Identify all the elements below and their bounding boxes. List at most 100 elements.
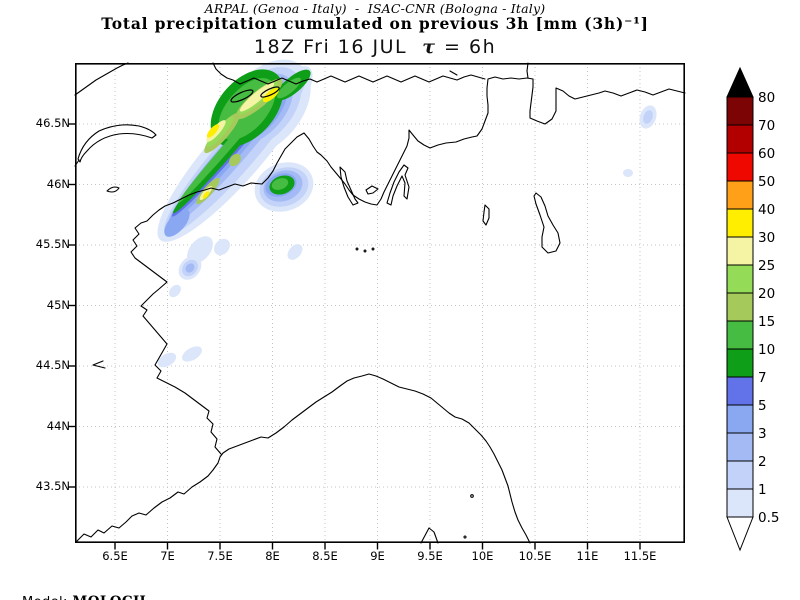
colorbar-label: 60 — [758, 146, 775, 162]
contour-ring — [260, 86, 280, 98]
valid-time: 18Z Fri 16 JUL — [253, 36, 423, 58]
lon-tick-label: 8.5E — [312, 549, 338, 563]
precip-shade-level-0 — [623, 169, 633, 177]
colorbar-label: 7 — [758, 370, 767, 386]
colorbar-segment — [726, 292, 754, 322]
coastline-liguria-tuscany — [76, 373, 531, 544]
precip-shade-level-7 — [229, 153, 241, 167]
small-squiggle-west — [92, 360, 106, 369]
colorbar-segment — [726, 152, 754, 182]
lake-como — [386, 164, 410, 206]
lat-tick-label: 45N — [46, 297, 70, 312]
colorbar-segment — [726, 348, 754, 378]
colorbar-label: 10 — [758, 342, 775, 358]
corsica-cap-corse — [420, 527, 439, 544]
lon-tick-label: 10E — [471, 549, 494, 563]
plot-title: Total precipitation cumulated on previou… — [101, 14, 649, 33]
model-label: Model: — [22, 595, 72, 600]
colorbar-segment — [726, 320, 754, 350]
precip-shade-level-0 — [214, 238, 230, 256]
credit-line: ARPAL (Genoa - Italy) - ISAC-CNR (Bologn… — [204, 1, 546, 16]
lake-garda — [533, 192, 561, 254]
colorbar-label: 2 — [758, 454, 767, 470]
colorbar-label: 70 — [758, 118, 775, 134]
lon-tick-label: 11E — [576, 549, 599, 563]
po-valley-dot — [363, 249, 367, 253]
colorbar-label: 40 — [758, 202, 775, 218]
po-valley-dot — [355, 247, 359, 251]
lat-tick-label: 44N — [46, 418, 70, 433]
tau-symbol: τ — [422, 36, 437, 58]
small-squiggle-aosta — [106, 186, 120, 193]
precip-shade-level-0 — [182, 346, 202, 362]
small-dash-alps — [449, 70, 458, 76]
colorbar-under-arrow — [726, 516, 754, 552]
lat-tick-label: 44.5N — [35, 358, 70, 372]
precip-shade-level-6 — [271, 178, 289, 190]
contour-ring — [230, 89, 254, 103]
colorbar-segment — [726, 264, 754, 294]
tau-value: = 6h — [436, 36, 497, 58]
lake-iseo — [482, 204, 490, 226]
lat-tick-label: 45.5N — [35, 237, 70, 251]
lon-tick-label: 7E — [160, 549, 175, 563]
lon-tick-label: 10.5E — [518, 549, 552, 563]
lon-tick-label: 11.5E — [623, 549, 657, 563]
geography — [74, 62, 686, 544]
colorbar-label: 80 — [758, 90, 775, 106]
precip-shade-level-3 — [164, 209, 190, 237]
model-name: MOLOCH — [72, 594, 146, 600]
colorbar: 80 70 60 50 40 30 25 20 15 10 7 5 3 2 1 0.5 — [726, 66, 779, 552]
po-valley-dot — [371, 247, 375, 251]
lat-tick-label: 46N — [46, 176, 70, 191]
lon-tick-label: 8E — [265, 549, 280, 563]
colorbar-label: 0.5 — [758, 510, 779, 526]
valid-time-line: 18Z Fri 16 JUL τ = 6h — [0, 36, 750, 58]
colorbar-over-arrow — [726, 66, 754, 98]
lon-tick-label: 9E — [370, 549, 385, 563]
precip-shade-level-10 — [206, 124, 220, 138]
colorbar-label: 25 — [758, 258, 775, 274]
precip-shade-level-2 — [185, 263, 195, 273]
lake-lugano — [365, 185, 379, 195]
colorbar-segment — [726, 96, 754, 126]
colorbar-segment — [726, 404, 754, 434]
model-line: Model: MOLOCH — [22, 595, 435, 600]
border-swiss-north — [212, 62, 486, 85]
precip-shade-level-0 — [169, 284, 181, 298]
lat-tick-label: 46.5N — [35, 116, 70, 130]
footer: Model: MOLOCH Time 0: 12Z16JUL2010Resolu… — [22, 565, 435, 600]
precip-shade-level-10 — [202, 191, 210, 199]
lat-tick-label: 43.5N — [35, 479, 70, 493]
colorbar-segment — [726, 208, 754, 238]
border-jura — [74, 62, 129, 96]
axis-ticks — [68, 123, 641, 550]
colorbar-label: 20 — [758, 286, 775, 302]
precip-shade-level-1 — [643, 110, 653, 124]
lake-maggiore — [339, 166, 359, 206]
island-dot — [463, 535, 467, 539]
colorbar-label: 15 — [758, 314, 775, 330]
precip-shade-level-6 — [277, 77, 301, 99]
border-branch-top — [526, 62, 529, 79]
precip-shade-level-0 — [287, 244, 303, 260]
map-frame — [75, 63, 686, 543]
colorbar-segment — [726, 180, 754, 210]
colorbar-segment — [726, 124, 754, 154]
colorbar-segment — [726, 432, 754, 462]
colorbar-segment — [726, 376, 754, 406]
colorbar-segment — [726, 236, 754, 266]
colorbar-label: 3 — [758, 426, 767, 442]
precip-shade-level-0 — [157, 352, 177, 368]
lon-tick-label: 9.5E — [417, 549, 443, 563]
colorbar-label: 50 — [758, 174, 775, 190]
lon-tick-label: 6.5E — [102, 549, 128, 563]
border-france-italy — [130, 202, 222, 455]
colorbar-label: 30 — [758, 230, 775, 246]
lon-tick-label: 7.5E — [207, 549, 233, 563]
map-canvas — [68, 59, 686, 550]
island-dot — [470, 494, 474, 498]
colorbar-label: 5 — [758, 398, 767, 414]
colorbar-segment — [726, 488, 754, 518]
